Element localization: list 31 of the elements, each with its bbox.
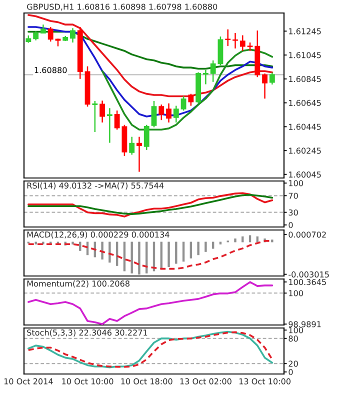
y-tick-label: 1.60045 — [289, 172, 321, 178]
y-tick-label: 1.60245 — [289, 148, 321, 154]
y-tick-label: 1.61245 — [289, 28, 321, 34]
chart-title: RSI(14) 49.0132 ->MA(7) 55.7544 — [27, 182, 164, 190]
y-tick-label: 1.60645 — [289, 100, 321, 106]
ref-line-label: 1.60880 — [34, 67, 67, 74]
y-tick-label: 98.9891 — [288, 321, 321, 328]
y-tick-label: 100 — [289, 290, 304, 296]
y-tick-label: 100 — [289, 180, 304, 186]
chart-title: Momentum(22) 100.2068 — [27, 280, 130, 288]
chart-title: MACD(12,26,9) 0.000229 0.000134 — [27, 231, 170, 239]
x-tick-label: 10 Oct 10:00 — [62, 378, 114, 384]
y-tick-label: 80 — [288, 336, 298, 342]
x-tick-label: 13 Oct 10:00 — [239, 378, 291, 384]
y-tick-label: 1.61045 — [289, 52, 321, 58]
x-tick-label: 10 Oct 18:00 — [121, 378, 172, 384]
y-tick-label: 20 — [288, 360, 298, 367]
x-tick-label: 10 Oct 2014 — [4, 378, 53, 384]
x-tick-label: 13 Oct 02:00 — [180, 378, 232, 384]
y-tick-label: 0 — [288, 368, 293, 376]
y-tick-label: 30 — [288, 209, 298, 216]
chart-title: Stoch(5,3,3) 22.3046 30.2271 — [27, 329, 148, 337]
y-tick-label: 1.60845 — [289, 76, 321, 82]
y-tick-label: 70 — [288, 192, 298, 199]
y-tick-label: 100.3645 — [289, 279, 326, 286]
y-tick-label: 0.000702 — [288, 232, 326, 238]
y-tick-label: 1.60445 — [289, 124, 321, 130]
y-tick-label: 0 — [288, 222, 293, 228]
chart-title: GBPUSD,H1 1.60816 1.60898 1.60798 1.60880 — [27, 4, 218, 11]
y-tick-label: 100 — [289, 327, 304, 334]
y-tick-label: -0.003015 — [288, 271, 329, 278]
